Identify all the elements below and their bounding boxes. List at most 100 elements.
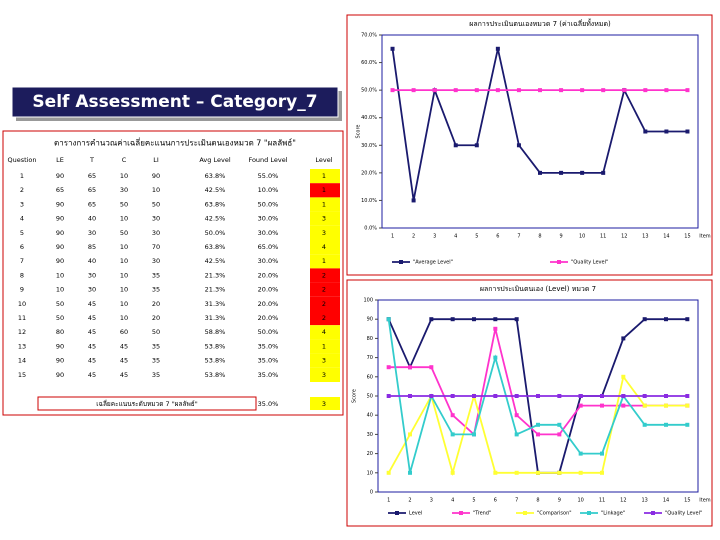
table-cell: 35.0% <box>258 371 279 379</box>
table-cell: 3 <box>322 357 326 365</box>
point-marker <box>538 170 542 175</box>
table-header: Found Level <box>248 156 287 164</box>
table-header: Question <box>7 156 36 164</box>
point-marker <box>621 403 626 408</box>
x-tick-label: 10 <box>579 234 585 240</box>
table-cell: 45 <box>88 328 96 336</box>
table-cell: 30.0% <box>258 257 279 265</box>
table-cell: 63.8% <box>205 200 226 208</box>
table-cell: 10 <box>56 286 64 294</box>
point-marker <box>429 365 434 370</box>
point-marker <box>685 394 690 398</box>
x-tick-label: 12 <box>620 498 626 504</box>
point-marker <box>536 470 540 475</box>
point-marker <box>450 432 455 437</box>
table-cell: 63.8% <box>205 172 226 180</box>
legend-label: "Average Level" <box>413 260 453 266</box>
table-cell: 90 <box>56 172 64 180</box>
x-tick-label: 5 <box>475 234 478 240</box>
table-cell: 31.3% <box>205 300 226 308</box>
table-frame <box>2 130 344 416</box>
legend-label: "Quality Level" <box>665 511 702 517</box>
x-tick-label: 5 <box>472 498 475 504</box>
table-cell: 42.5% <box>205 215 226 223</box>
table-cell: 2 <box>322 314 326 322</box>
legend-marker <box>651 511 655 515</box>
table-cell: 50.0% <box>258 328 279 336</box>
table-cell: 1 <box>322 200 326 208</box>
table-header: Avg Level <box>199 156 230 164</box>
point-marker <box>557 394 562 398</box>
table-cell: 90 <box>56 200 64 208</box>
table-cell: 8 <box>20 271 24 279</box>
table-cell: 58.8% <box>205 328 226 336</box>
point-marker <box>601 88 606 93</box>
level-cell <box>310 225 340 240</box>
table-cell: 3 <box>322 371 326 379</box>
x-tick-label: 15 <box>684 498 690 504</box>
x-tick-label: 12 <box>621 234 627 240</box>
point-marker <box>601 170 606 175</box>
point-marker <box>450 470 455 475</box>
table-cell: 40 <box>88 215 96 223</box>
legend-label: "Quality Level" <box>571 260 608 266</box>
point-marker <box>472 394 476 398</box>
plot-area <box>381 34 699 229</box>
level-cell <box>310 282 340 297</box>
table-cell: 20 <box>152 314 160 322</box>
point-marker <box>472 432 476 437</box>
point-marker <box>685 422 690 427</box>
table-cell: 21.3% <box>205 271 226 279</box>
table-header: T <box>89 156 94 164</box>
legend-label: "Linkage" <box>601 511 625 517</box>
chart-frame <box>346 279 713 527</box>
point-marker <box>621 336 626 341</box>
table-cell: 1 <box>322 342 326 350</box>
table-cell: 45 <box>88 314 96 322</box>
table-cell: 10 <box>120 215 128 223</box>
table-footer: 35.0% <box>258 400 279 408</box>
table-cell: 90 <box>56 257 64 265</box>
point-marker <box>408 432 412 437</box>
point-marker <box>493 394 498 398</box>
table-cell: 42.5% <box>205 186 226 194</box>
x-tick-label: 1 <box>391 234 394 240</box>
y-tick-label: 20.0% <box>361 170 377 176</box>
table-cell: 50 <box>120 229 128 237</box>
point-marker <box>664 129 669 134</box>
point-marker <box>642 317 647 322</box>
table-cell: 30 <box>152 215 160 223</box>
point-marker <box>514 317 519 322</box>
table-cell: 53.8% <box>205 342 226 350</box>
table-cell: 10 <box>120 243 128 251</box>
point-marker <box>493 317 498 322</box>
table-cell: 35 <box>152 342 160 350</box>
point-marker <box>408 365 412 370</box>
table-cell: 20.0% <box>258 314 279 322</box>
legend-marker <box>459 511 463 515</box>
point-marker <box>453 143 458 148</box>
x-tick-label: 15 <box>684 234 690 240</box>
x-tick-label: 4 <box>451 498 454 504</box>
point-marker <box>664 422 668 427</box>
level-cell <box>310 339 340 354</box>
x-axis-label: Item <box>699 498 711 504</box>
table-cell: 15 <box>18 371 26 379</box>
table-cell: 35.0% <box>258 342 279 350</box>
legend-label: "Comparison" <box>537 511 572 517</box>
point-marker <box>474 88 479 93</box>
table-cell: 50 <box>56 314 64 322</box>
table-cell: 35 <box>152 271 160 279</box>
table-cell: 2 <box>322 286 326 294</box>
y-tick-label: 40.0% <box>361 115 377 121</box>
point-marker <box>600 403 604 408</box>
table-cell: 53.8% <box>205 371 226 379</box>
y-tick-label: 50.0% <box>361 88 377 94</box>
point-marker <box>493 326 498 331</box>
point-marker <box>643 129 648 134</box>
point-marker <box>536 432 540 437</box>
table-cell: 35 <box>152 371 160 379</box>
point-marker <box>516 88 521 93</box>
table-cell: 42.5% <box>205 257 226 265</box>
table-cell: 2 <box>322 271 326 279</box>
